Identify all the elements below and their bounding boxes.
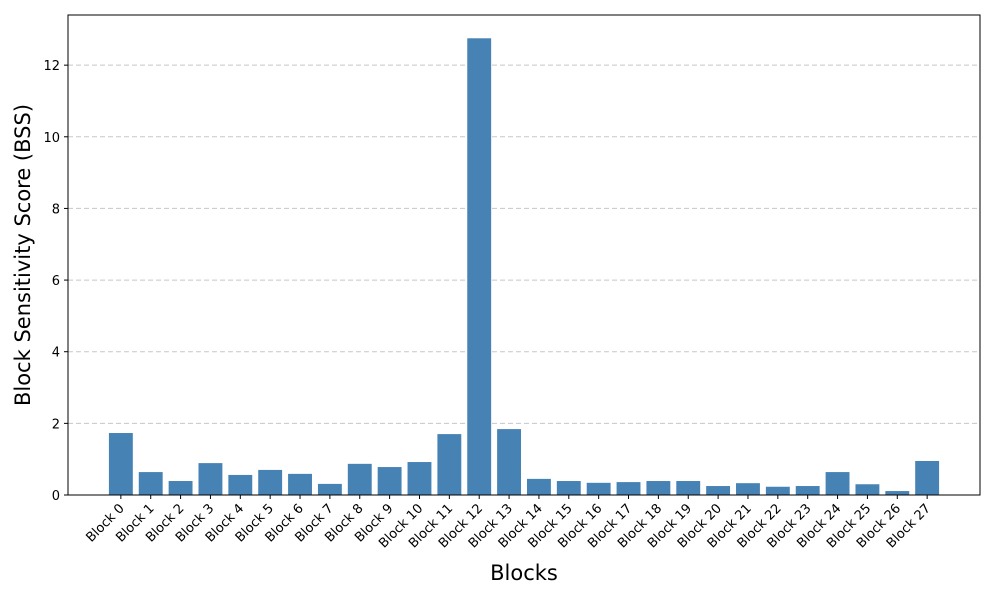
bar <box>825 472 850 495</box>
bar <box>915 460 940 495</box>
bar <box>855 484 880 495</box>
y-tick-label: 10 <box>43 131 60 146</box>
bar <box>347 463 372 495</box>
bar <box>497 429 522 495</box>
bar <box>765 486 790 495</box>
bar <box>646 481 671 495</box>
bar <box>885 491 910 495</box>
plot-frame <box>67 14 981 496</box>
y-tick-label: 12 <box>43 59 60 74</box>
bar <box>288 473 312 495</box>
y-axis-label: Block Sensitivity Score (BSS) <box>11 104 35 406</box>
bar <box>736 483 760 495</box>
bar <box>108 433 133 495</box>
bar <box>795 486 820 495</box>
bar <box>168 481 193 495</box>
bar <box>556 481 581 495</box>
bar <box>138 472 163 495</box>
bar <box>407 462 432 495</box>
y-tick-label: 6 <box>52 274 60 289</box>
bar <box>526 478 551 495</box>
bar <box>586 482 611 495</box>
bar <box>467 38 492 496</box>
bar <box>437 434 462 495</box>
y-tick-label: 4 <box>52 346 60 361</box>
x-axis-label: Blocks <box>490 561 558 585</box>
bar <box>377 467 402 495</box>
bar <box>317 483 342 495</box>
y-tick-label: 8 <box>52 202 60 217</box>
bar <box>676 481 701 495</box>
bar <box>228 474 253 495</box>
bar <box>258 469 283 495</box>
y-tick-label: 2 <box>52 417 60 432</box>
bar <box>198 463 223 495</box>
bar <box>706 486 731 495</box>
y-tick-label: 0 <box>52 489 60 504</box>
bar <box>616 482 641 495</box>
